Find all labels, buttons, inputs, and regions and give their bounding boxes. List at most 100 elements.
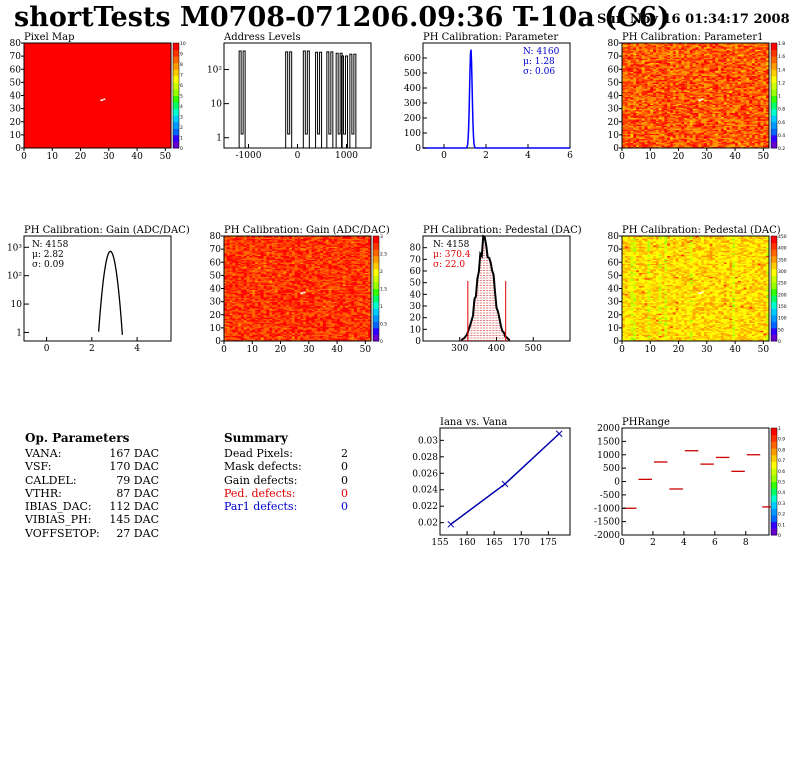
ph-parameter1-cell: [681, 60, 685, 62]
ph-parameter1-cell: [658, 78, 662, 81]
ph-parameter1-cell: [675, 96, 679, 99]
ph-parameter1-cell: [661, 98, 665, 100]
ph-parameter1-cell: [670, 128, 674, 130]
ph-parameter1-cell: [636, 123, 640, 125]
ph-parameter1-cell: [633, 109, 637, 112]
ph-parameter1-cell: [672, 132, 677, 134]
ph-parameter1-cell: [715, 134, 719, 137]
ph-parameter1-cell: [692, 104, 696, 107]
ph-parameter1-cell: [658, 92, 662, 95]
ph-parameter1-cell: [689, 137, 693, 140]
ph-parameter1-cell: [706, 116, 710, 119]
ph-parameter1-cell: [703, 111, 708, 113]
ph-parameter1-cell: [687, 74, 691, 77]
ph-parameter1-cell: [647, 138, 651, 141]
ph-parameter1-cell: [650, 58, 654, 61]
ph-parameter1-cell: [672, 108, 677, 111]
ph-parameter1-cell: [622, 103, 626, 105]
ph-parameter1-cell: [706, 123, 710, 125]
ph-parameter1-cell: [641, 60, 645, 62]
ph-parameter1-cell: [709, 56, 713, 58]
ph-parameter1-cell: [672, 78, 677, 81]
ph-parameter1-palette-cell: [771, 95, 777, 103]
ph-parameter1-cell: [644, 138, 648, 141]
ph-parameter1-cell: [658, 121, 662, 124]
ph-parameter1-cell: [653, 141, 657, 144]
ph-parameter1-cell: [627, 73, 631, 75]
ph-parameter1-cell: [661, 73, 665, 75]
ph-parameter1-cell: [647, 120, 651, 123]
ph-parameter1-cell: [695, 58, 699, 61]
ph-parameter1-cell: [692, 52, 696, 54]
ph-parameter1-cell: [638, 75, 643, 78]
ph-parameter1-cell: [650, 50, 654, 53]
ph-parameter1-cell: [638, 49, 643, 52]
ph-parameter1-cell: [630, 94, 634, 96]
ph-parameter1-cell: [703, 125, 708, 128]
ph-parameter1-cell: [647, 92, 651, 95]
ph-parameter1-cell: [681, 100, 685, 103]
ph-parameter1-cell: [703, 128, 708, 130]
ph-parameter1-cell: [658, 69, 662, 71]
ph-parameter1-cell: [703, 145, 708, 147]
ph-parameter1-cell: [706, 99, 710, 102]
ph-parameter1-cell: [672, 140, 677, 142]
ph-parameter1-cell: [658, 137, 662, 140]
ph-parameter1-cell: [689, 96, 693, 99]
ph-parameter1-cell: [670, 46, 674, 49]
ph-parameter1-cell: [641, 125, 645, 128]
ph-parameter1-cell: [653, 71, 657, 74]
ph-parameter1-cell: [667, 85, 671, 87]
ph-parameter1-cell: [692, 81, 696, 83]
ph-parameter1-cell: [627, 90, 631, 92]
address-levels-frame: [223, 42, 372, 149]
ph-parameter1-cell: [644, 44, 648, 46]
ph-parameter1-cell: [675, 136, 679, 138]
ph-parameter1-cell: [695, 117, 699, 120]
ph-parameter1-cell: [703, 121, 708, 124]
ph-parameter1-cell: [701, 128, 705, 130]
ph-parameter1-cell: [664, 94, 668, 96]
ph-parameter1-cell: [633, 91, 637, 94]
ph-parameter1-cell: [701, 102, 705, 104]
ph-parameter1-cell: [695, 107, 699, 109]
ph-parameter1-cell: [630, 121, 634, 124]
ph-parameter1-cell: [698, 123, 702, 125]
ph-parameter1-cell: [627, 108, 631, 111]
ph-parameter1-cell: [633, 117, 637, 120]
ph-parameter1-cell: [636, 127, 640, 129]
ph-parameter1-cell: [709, 86, 713, 88]
ph-parameter1-cell: [675, 46, 679, 49]
ph-parameter1-cell: [653, 77, 657, 79]
ph-parameter1-cell: [627, 115, 631, 117]
ph-parameter1-cell: [698, 128, 702, 130]
pixel-map-palette-label: 10: [180, 41, 186, 47]
ph-parameter1-cell: [709, 52, 713, 54]
ph-parameter1-cell: [630, 57, 634, 60]
ph-parameter1-cell: [678, 66, 682, 69]
ph-parameter1-cell: [670, 61, 674, 63]
ph-parameter1-cell: [692, 71, 696, 74]
ph-parameter1-cell: [695, 65, 699, 67]
ph-parameter1-cell: [670, 145, 674, 147]
ph-parameter1-cell: [633, 48, 637, 50]
ph-parameter1-cell: [667, 128, 671, 130]
ph-parameter1-cell: [624, 48, 628, 50]
ph-parameter1-cell: [712, 106, 716, 108]
ph-parameter1-cell: [701, 57, 705, 60]
ph-parameter1-cell: [622, 123, 626, 125]
ph-parameter1-cell: [661, 69, 665, 71]
ph-parameter1-cell: [715, 109, 719, 112]
ph-parameter1-cell: [667, 83, 671, 86]
ph-parameter1-cell: [678, 142, 682, 145]
ph-parameter1-cell: [706, 117, 710, 120]
ph-parameter1-cell: [622, 85, 626, 87]
ph-parameter1-cell: [647, 43, 651, 45]
ph-parameter1-cell: [638, 115, 643, 117]
ph-parameter1-cell: [650, 109, 654, 112]
ph-parameter1-cell: [641, 132, 645, 134]
ph-parameter1-cell: [667, 73, 671, 75]
ph-parameter1-cell: [630, 99, 634, 102]
ph-parameter1-cell: [684, 145, 688, 147]
ph-parameter1-cell: [630, 117, 634, 120]
